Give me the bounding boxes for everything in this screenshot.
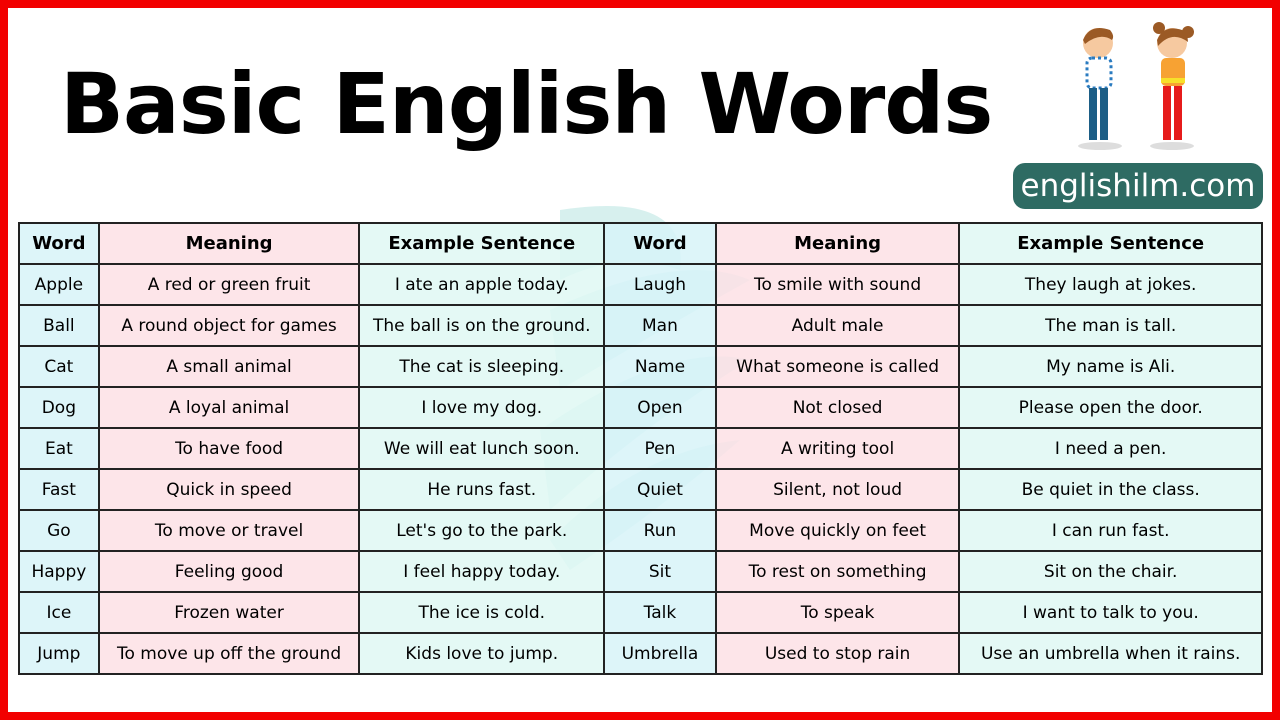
table-row: Ball A round object for games The ball is … (18, 304, 1263, 347)
cell-example: The ice is cold. (358, 591, 606, 634)
cell-word: Apple (18, 263, 100, 306)
page-title: Basic English Words (60, 55, 993, 153)
cell-word: Ball (18, 304, 100, 347)
cell-meaning: Move quickly on feet (714, 509, 961, 552)
cell-example: Kids love to jump. (358, 632, 606, 675)
cell-word: Run (603, 509, 717, 552)
cell-word: Pen (603, 427, 717, 470)
header-word: Word (603, 222, 717, 265)
cell-word: Laugh (603, 263, 717, 306)
cell-meaning: A round object for games (97, 304, 361, 347)
cell-example: Be quiet in the class. (958, 468, 1263, 511)
cell-meaning: What someone is called (714, 345, 961, 388)
cell-example: The ball is on the ground. (358, 304, 606, 347)
site-badge[interactable]: englishilm.com (1013, 163, 1263, 209)
cell-word: Eat (18, 427, 100, 470)
header-example: Example Sentence (958, 222, 1263, 265)
cell-meaning: Feeling good (97, 550, 361, 593)
cell-word: Happy (18, 550, 100, 593)
cell-example: The cat is sleeping. (358, 345, 606, 388)
cell-example: I love my dog. (358, 386, 606, 429)
cell-word: Name (603, 345, 717, 388)
cell-example: I ate an apple today. (358, 263, 606, 306)
table-row: Go To move or travel Let's go to the park.… (18, 509, 1263, 552)
cell-example: I need a pen. (958, 427, 1263, 470)
cell-meaning: Frozen water (97, 591, 361, 634)
cell-meaning: To have food (97, 427, 361, 470)
cell-example: He runs fast. (358, 468, 606, 511)
header-meaning: Meaning (714, 222, 961, 265)
cell-word: Quiet (603, 468, 717, 511)
table-row: Apple A red or green fruit I ate an apple … (18, 263, 1263, 306)
cell-meaning: Not closed (714, 386, 961, 429)
header-example: Example Sentence (358, 222, 606, 265)
cell-meaning: To move or travel (97, 509, 361, 552)
cell-word: Jump (18, 632, 100, 675)
cell-example: I can run fast. (958, 509, 1263, 552)
cell-example: I want to talk to you. (958, 591, 1263, 634)
kids-illustration (1078, 22, 1194, 150)
cell-example: Use an umbrella when it rains. (958, 632, 1263, 675)
cell-word: Ice (18, 591, 100, 634)
cell-word: Open (603, 386, 717, 429)
cell-meaning: Silent, not loud (714, 468, 961, 511)
cell-example: Let's go to the park. (358, 509, 606, 552)
cell-meaning: To smile with sound (714, 263, 961, 306)
cell-example: They laugh at jokes. (958, 263, 1263, 306)
cell-example: I feel happy today. (358, 550, 606, 593)
cell-meaning: A writing tool (714, 427, 961, 470)
cell-example: The man is tall. (958, 304, 1263, 347)
table-row: Ice Frozen water The ice is cold. Talk To sp… (18, 591, 1263, 634)
table-row: Dog A loyal animal I love my dog. Open Not c… (18, 386, 1263, 429)
table-header-row: Word Meaning Example Sentence Word Meaning Ex… (18, 222, 1263, 265)
cell-meaning: Adult male (714, 304, 961, 347)
cell-meaning: A small animal (97, 345, 361, 388)
cell-meaning: To speak (714, 591, 961, 634)
cell-word: Talk (603, 591, 717, 634)
table-row: Happy Feeling good I feel happy today. Sit T… (18, 550, 1263, 593)
cell-example: Sit on the chair. (958, 550, 1263, 593)
header-meaning: Meaning (97, 222, 361, 265)
cell-word: Go (18, 509, 100, 552)
table-row: Jump To move up off the ground Kids love t… (18, 632, 1263, 675)
table-row: Fast Quick in speed He runs fast. Quiet Sile… (18, 468, 1263, 511)
vocabulary-table: Word Meaning Example Sentence Word Meaning Ex… (18, 222, 1263, 675)
cell-word: Man (603, 304, 717, 347)
cell-meaning: To move up off the ground (97, 632, 361, 675)
cell-example: Please open the door. (958, 386, 1263, 429)
cell-example: My name is Ali. (958, 345, 1263, 388)
table-row: Eat To have food We will eat lunch soon. Pe… (18, 427, 1263, 470)
cell-word: Sit (603, 550, 717, 593)
cell-meaning: A loyal animal (97, 386, 361, 429)
cell-word: Fast (18, 468, 100, 511)
cell-meaning: Used to stop rain (714, 632, 961, 675)
cell-word: Umbrella (603, 632, 717, 675)
cell-word: Dog (18, 386, 100, 429)
cell-example: We will eat lunch soon. (358, 427, 606, 470)
cell-meaning: To rest on something (714, 550, 961, 593)
table-row: Cat A small animal The cat is sleeping. Nam… (18, 345, 1263, 388)
cell-meaning: A red or green fruit (97, 263, 361, 306)
cell-meaning: Quick in speed (97, 468, 361, 511)
cell-word: Cat (18, 345, 100, 388)
header-word: Word (18, 222, 100, 265)
